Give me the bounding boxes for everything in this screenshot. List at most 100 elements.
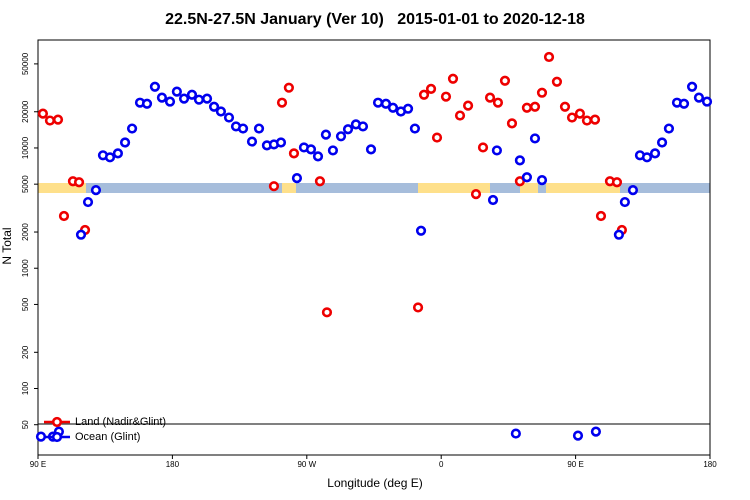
x-tick-label: 90 E xyxy=(30,460,46,469)
point xyxy=(418,89,430,100)
point xyxy=(268,181,280,192)
y-tick-label: 20000 xyxy=(21,100,30,123)
legend-marker xyxy=(51,416,63,428)
y-axis-label: N Total xyxy=(0,227,14,264)
point xyxy=(276,97,288,108)
point xyxy=(510,428,521,439)
point xyxy=(104,152,116,163)
point xyxy=(141,98,153,109)
point xyxy=(543,51,555,63)
point xyxy=(335,131,347,142)
point xyxy=(611,177,623,188)
point xyxy=(431,132,443,143)
point xyxy=(193,94,205,105)
point xyxy=(215,106,227,117)
chart-title: 22.5N-27.5N January (Ver 10) 2015-01-01 … xyxy=(165,11,585,28)
legend-label: Land (Nadir&Glint) xyxy=(75,416,166,428)
point xyxy=(412,302,424,313)
y-tick-label: 500 xyxy=(21,297,30,311)
point xyxy=(409,123,421,134)
point xyxy=(559,101,571,112)
y-tick-label: 10000 xyxy=(21,136,30,159)
y-tick-label: 100 xyxy=(21,381,30,395)
point xyxy=(320,129,332,140)
point xyxy=(590,426,602,437)
point xyxy=(58,210,70,222)
point xyxy=(415,225,427,236)
point xyxy=(37,108,49,119)
x-tick-label: 90 E xyxy=(567,460,583,469)
point xyxy=(514,155,525,166)
point xyxy=(164,96,176,107)
point xyxy=(536,87,548,98)
point xyxy=(82,196,94,208)
x-tick-label: 0 xyxy=(439,460,444,469)
point xyxy=(52,114,64,125)
point xyxy=(678,98,690,109)
point xyxy=(321,307,333,318)
point xyxy=(521,102,533,113)
point xyxy=(447,73,459,84)
point xyxy=(327,145,339,156)
point xyxy=(246,136,258,147)
point xyxy=(581,115,593,126)
point xyxy=(595,210,607,222)
point xyxy=(477,142,489,153)
point xyxy=(44,115,56,126)
point xyxy=(425,83,437,94)
point xyxy=(551,76,563,87)
plot-frame xyxy=(37,39,711,456)
point xyxy=(208,101,220,112)
point xyxy=(342,124,354,135)
point xyxy=(156,92,168,103)
point xyxy=(454,110,466,121)
point xyxy=(223,112,235,123)
point xyxy=(649,148,661,159)
point xyxy=(90,185,102,196)
point xyxy=(514,176,525,187)
point xyxy=(73,177,85,188)
point xyxy=(237,123,249,134)
land-ocean-band xyxy=(38,183,710,193)
point xyxy=(574,108,586,119)
point xyxy=(312,151,324,162)
point xyxy=(372,97,384,108)
point xyxy=(529,133,541,144)
point xyxy=(663,123,675,134)
point xyxy=(288,148,300,159)
point xyxy=(275,137,287,148)
point xyxy=(492,97,504,108)
y-tick-label: 2000 xyxy=(21,223,30,241)
point xyxy=(387,102,399,113)
point xyxy=(201,93,213,104)
point xyxy=(357,121,369,132)
point xyxy=(484,92,496,103)
point xyxy=(380,98,392,109)
point xyxy=(641,152,653,163)
point xyxy=(186,89,198,100)
point xyxy=(440,91,452,102)
point xyxy=(402,103,414,114)
point xyxy=(506,118,518,129)
point xyxy=(627,185,639,196)
point xyxy=(536,175,548,186)
point xyxy=(491,145,503,156)
land-band xyxy=(546,183,620,193)
point xyxy=(178,93,190,104)
x-tick-label: 180 xyxy=(703,460,717,469)
point xyxy=(572,430,584,441)
land-band xyxy=(38,183,86,193)
point xyxy=(253,123,265,134)
point xyxy=(119,137,131,148)
land-band xyxy=(520,183,538,193)
point xyxy=(126,123,138,134)
point xyxy=(499,75,511,86)
point xyxy=(470,189,482,200)
point xyxy=(566,112,578,123)
point xyxy=(112,148,123,159)
point xyxy=(35,431,47,442)
point xyxy=(291,173,303,184)
point xyxy=(529,101,541,112)
point xyxy=(75,229,87,240)
